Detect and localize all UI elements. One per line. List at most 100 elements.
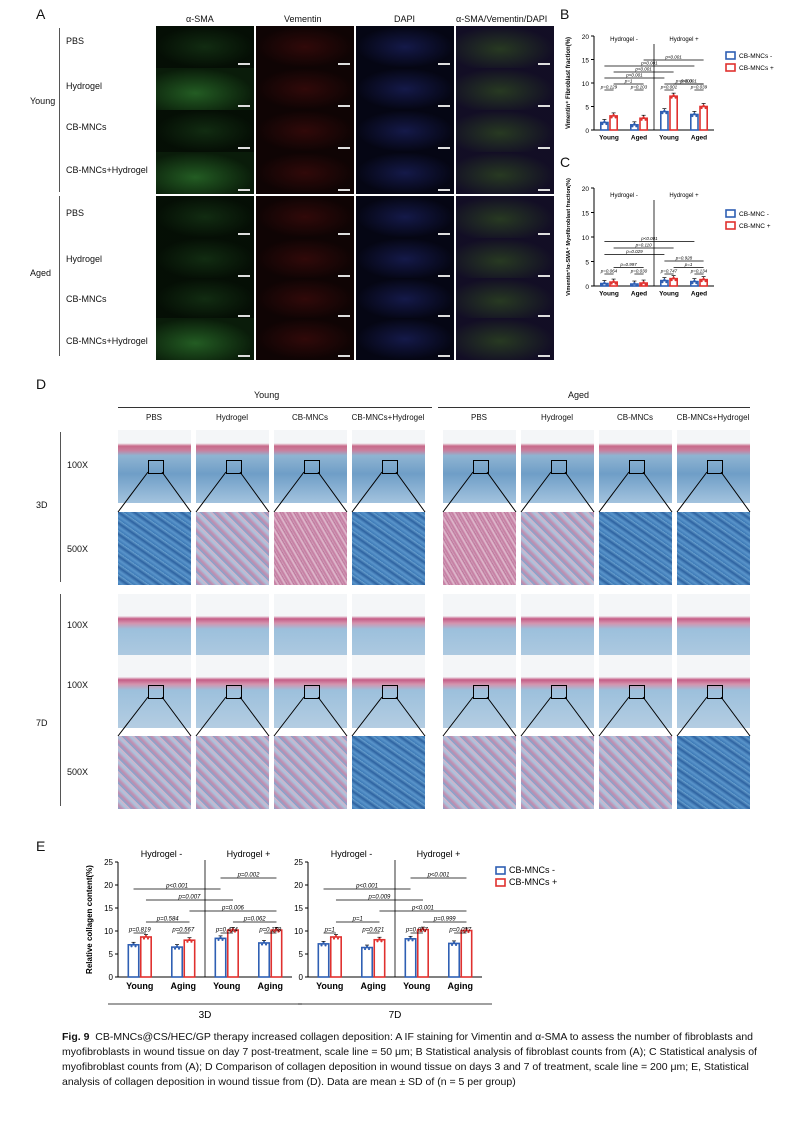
data-point <box>631 284 634 287</box>
data-point <box>614 116 617 119</box>
p-value-label: p=0.030 <box>630 269 648 274</box>
bar <box>270 929 283 978</box>
data-point <box>644 118 647 121</box>
x-axis-label: 7D <box>389 1010 402 1021</box>
x-axis-label: 3D <box>199 1010 212 1021</box>
histology-image <box>352 430 425 503</box>
x-tick-label: Young <box>659 291 679 298</box>
data-point <box>695 281 698 285</box>
data-point <box>672 94 675 97</box>
p-value-label: p=0.062 <box>243 917 267 923</box>
zoom-connector <box>598 471 630 513</box>
histology-image <box>677 594 750 667</box>
data-point <box>672 276 675 279</box>
data-point <box>702 277 705 280</box>
y-tick-label: 15 <box>582 58 590 65</box>
y-tick-label: 20 <box>582 34 590 41</box>
data-point <box>378 937 381 940</box>
p-value-label: p=0.006 <box>221 906 245 912</box>
y-tick-label: 5 <box>585 260 589 267</box>
zoom-connector <box>351 696 383 737</box>
p-value-label: p=0.110 <box>635 243 653 248</box>
data-point <box>603 281 606 284</box>
scale-bar <box>338 189 350 191</box>
chart-c-myofibroblast: 0 5 10 15 20 Vimentin⁺/α-SMA⁺ Myofibroblast f… <box>565 178 771 298</box>
histology-image <box>274 736 347 809</box>
d-column-header: PBS <box>470 413 487 422</box>
col-header-merge: α-SMA/Vementin/DAPI <box>456 14 548 24</box>
fluorescence-image <box>356 318 454 360</box>
d-day7-label: 7D <box>36 718 48 728</box>
fluorescence-image <box>256 238 354 280</box>
histology-image <box>196 594 269 667</box>
legend-swatch <box>495 866 506 875</box>
data-point <box>691 114 694 118</box>
histology-image <box>352 736 425 809</box>
d-column-header: PBS <box>145 413 162 422</box>
mag-label: 100X <box>67 620 89 630</box>
x-tick-label: Young <box>403 981 430 991</box>
data-point <box>363 947 367 951</box>
y-tick-label: 20 <box>582 186 590 193</box>
x-tick-label: Aging <box>448 981 474 991</box>
data-point <box>674 96 677 99</box>
data-point <box>610 282 613 285</box>
group-label: Hydrogel + <box>227 849 271 859</box>
data-point <box>644 283 647 286</box>
data-point <box>173 947 177 950</box>
p-value-label: p=1 <box>684 262 693 267</box>
p-value-label: p<0.001 <box>411 906 434 912</box>
p-value-label: p=0.017 <box>448 928 472 934</box>
data-point <box>467 930 470 934</box>
histology-image <box>677 655 750 728</box>
histology-image <box>677 430 750 503</box>
bar <box>214 937 227 978</box>
p-value-label: p=0.158 <box>258 928 282 934</box>
y-tick-label: 0 <box>585 128 589 135</box>
data-point <box>695 114 698 118</box>
data-point <box>693 279 696 282</box>
scale-bar <box>538 355 550 357</box>
fluorescence-image <box>356 278 454 320</box>
d-young-rule <box>118 407 432 408</box>
chart-e-collagen: 0 5 10 15 20 25 Relative collagen content(%) Hy… <box>85 849 557 1021</box>
data-point <box>419 930 423 933</box>
p-value-label: p=0.103 <box>630 85 648 90</box>
scale-bar <box>238 189 250 191</box>
scale-bar <box>338 63 350 65</box>
panel-e-letter: E <box>36 838 46 854</box>
data-point <box>132 942 135 945</box>
p-value-label: p<0.001 <box>634 67 652 72</box>
zoom-connector <box>486 471 517 513</box>
zoom-connector <box>676 696 708 737</box>
data-point <box>407 939 410 942</box>
p-value-label: p=0.819 <box>128 928 152 934</box>
row-label: Hydrogel <box>66 81 103 91</box>
fluorescence-image <box>356 152 454 194</box>
zoom-connector <box>564 471 595 513</box>
d-day7-bracket <box>60 594 61 806</box>
x-tick-label: Aging <box>361 981 387 991</box>
bar <box>404 938 417 978</box>
figure-caption: Fig. 9 CB-MNCs@CS/HEC/GP therapy increas… <box>62 1030 782 1090</box>
bar <box>416 928 429 978</box>
zoom-connector <box>117 471 149 513</box>
p-value-label: p=0.747 <box>660 269 678 274</box>
p-value-label: p=0.567 <box>171 928 195 934</box>
bar <box>139 936 152 978</box>
fluorescence-image <box>456 152 554 194</box>
p-value-label: p=0.039 <box>690 85 708 90</box>
x-tick-label: Aging <box>171 981 197 991</box>
d-day3-label: 3D <box>36 500 48 510</box>
histology-image <box>443 594 516 667</box>
histology-image <box>443 736 516 809</box>
y-axis-label: Vimentin⁺/α-SMA⁺ Myofibroblast fraction(… <box>565 178 572 296</box>
fluorescence-image <box>356 110 454 152</box>
fluorescence-image <box>356 68 454 110</box>
histology-image <box>118 430 191 503</box>
data-point <box>661 112 664 115</box>
p-value-label: p<0.001 <box>664 55 682 60</box>
d-column-header: Hydrogel <box>540 413 573 422</box>
x-tick-label: Aged <box>691 135 707 142</box>
data-point <box>612 113 615 116</box>
